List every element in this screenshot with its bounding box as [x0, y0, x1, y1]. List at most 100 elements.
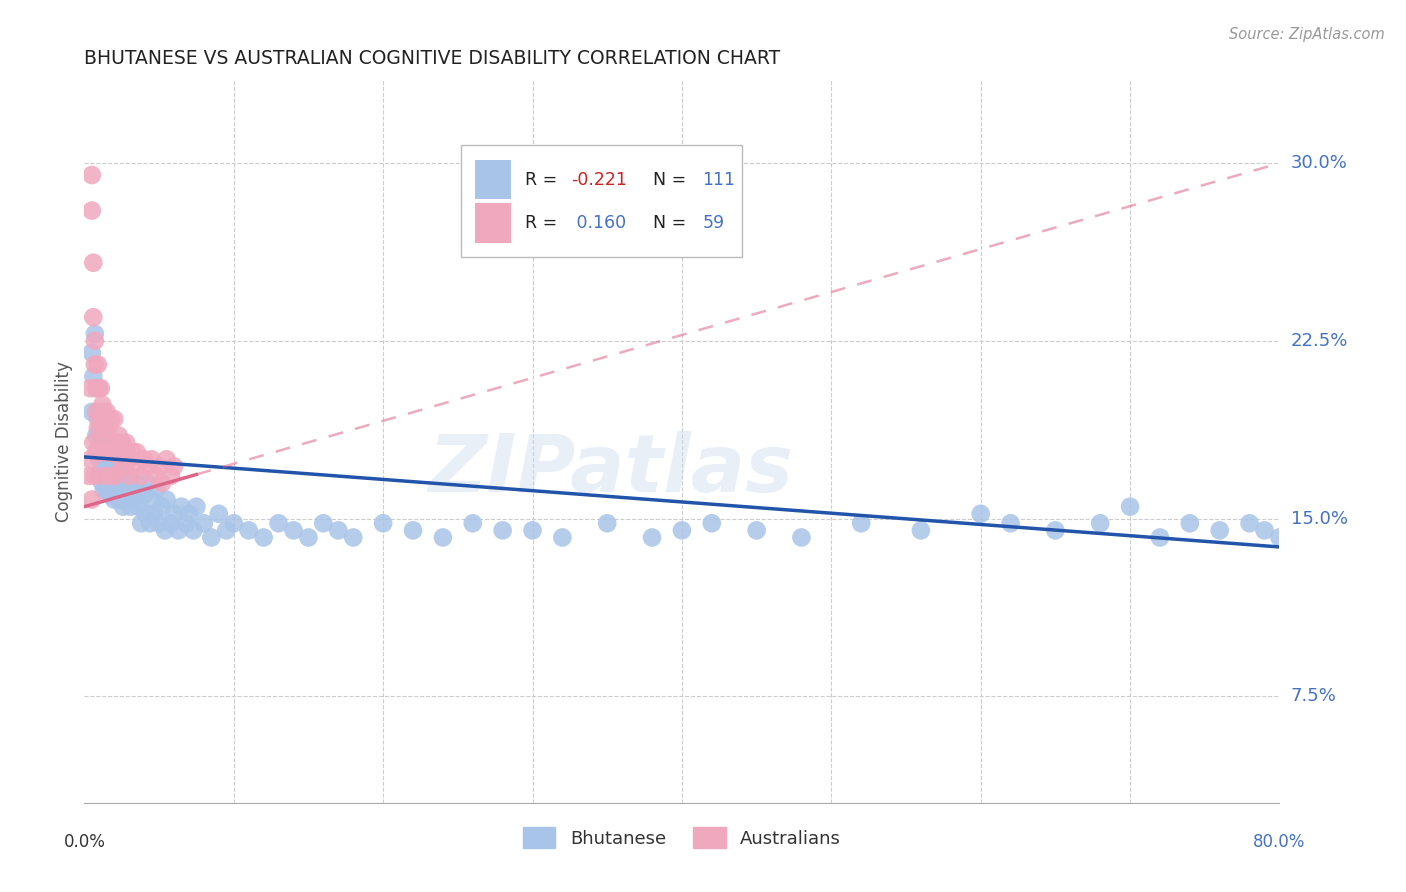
Point: [121, 483, 143, 497]
Point: [135, 507, 157, 521]
Point: [97, 469, 120, 483]
Point: [112, 500, 135, 514]
Point: [89, 412, 111, 426]
Point: [124, 459, 146, 474]
Point: [103, 469, 125, 483]
Point: [160, 469, 183, 483]
Point: [111, 435, 134, 450]
Point: [522, 524, 544, 538]
Point: [86, 445, 108, 459]
Point: [97, 421, 120, 435]
Point: [125, 475, 148, 490]
Point: [186, 500, 208, 514]
Point: [132, 488, 156, 502]
Text: N =: N =: [643, 170, 692, 188]
Point: [174, 516, 197, 531]
Point: [122, 492, 145, 507]
Point: [167, 524, 190, 538]
Point: [128, 483, 150, 497]
Point: [80, 168, 103, 182]
Point: [82, 310, 104, 325]
Point: [208, 507, 231, 521]
Point: [89, 445, 111, 459]
Point: [96, 452, 118, 467]
Point: [312, 516, 335, 531]
Point: [163, 507, 186, 521]
Point: [91, 445, 114, 459]
Point: [253, 531, 276, 545]
Point: [107, 492, 129, 507]
Point: [1239, 516, 1261, 531]
Point: [100, 412, 122, 426]
Point: [596, 516, 619, 531]
Point: [150, 500, 173, 514]
Text: 80.0%: 80.0%: [1253, 833, 1306, 851]
Point: [129, 516, 152, 531]
Legend: Bhutanese, Australians: Bhutanese, Australians: [516, 820, 848, 855]
Point: [91, 398, 114, 412]
Point: [90, 421, 112, 435]
Point: [183, 524, 205, 538]
Point: [970, 507, 993, 521]
Point: [100, 452, 122, 467]
Text: R =: R =: [526, 170, 562, 188]
Point: [96, 483, 118, 497]
Point: [80, 203, 103, 218]
Point: [110, 452, 132, 467]
Point: [83, 358, 105, 372]
Point: [492, 524, 515, 538]
Point: [103, 412, 125, 426]
Point: [93, 445, 115, 459]
Point: [222, 516, 245, 531]
Point: [94, 469, 117, 483]
Point: [136, 459, 159, 474]
Point: [118, 469, 141, 483]
Point: [851, 516, 873, 531]
Point: [745, 524, 768, 538]
Point: [125, 445, 148, 459]
Point: [91, 428, 114, 442]
Point: [373, 516, 395, 531]
Point: [89, 381, 111, 395]
Point: [1178, 516, 1201, 531]
Point: [96, 445, 118, 459]
Point: [1000, 516, 1022, 531]
Point: [115, 435, 138, 450]
Point: [551, 531, 574, 545]
Point: [86, 428, 108, 442]
Point: [432, 531, 454, 545]
Point: [1253, 524, 1275, 538]
Text: -0.221: -0.221: [571, 170, 627, 188]
Point: [80, 492, 103, 507]
Point: [89, 435, 111, 450]
Point: [148, 459, 170, 474]
Point: [94, 459, 117, 474]
FancyBboxPatch shape: [475, 203, 510, 243]
Point: [145, 483, 167, 497]
Point: [267, 516, 290, 531]
Point: [671, 524, 693, 538]
Point: [80, 405, 103, 419]
Point: [121, 445, 143, 459]
Point: [107, 428, 129, 442]
Point: [104, 435, 127, 450]
Point: [118, 452, 141, 467]
Point: [127, 500, 149, 514]
Point: [136, 475, 159, 490]
Point: [150, 475, 173, 490]
Point: [297, 531, 319, 545]
Point: [790, 531, 813, 545]
Point: [86, 405, 108, 419]
Point: [91, 475, 114, 490]
Text: R =: R =: [526, 214, 562, 232]
Point: [139, 516, 162, 531]
Point: [89, 469, 111, 483]
Point: [96, 405, 118, 419]
Point: [1209, 524, 1232, 538]
Point: [132, 452, 156, 467]
Point: [145, 469, 167, 483]
Point: [93, 483, 115, 497]
Text: 0.160: 0.160: [571, 214, 626, 232]
Point: [93, 405, 115, 419]
Point: [129, 469, 152, 483]
